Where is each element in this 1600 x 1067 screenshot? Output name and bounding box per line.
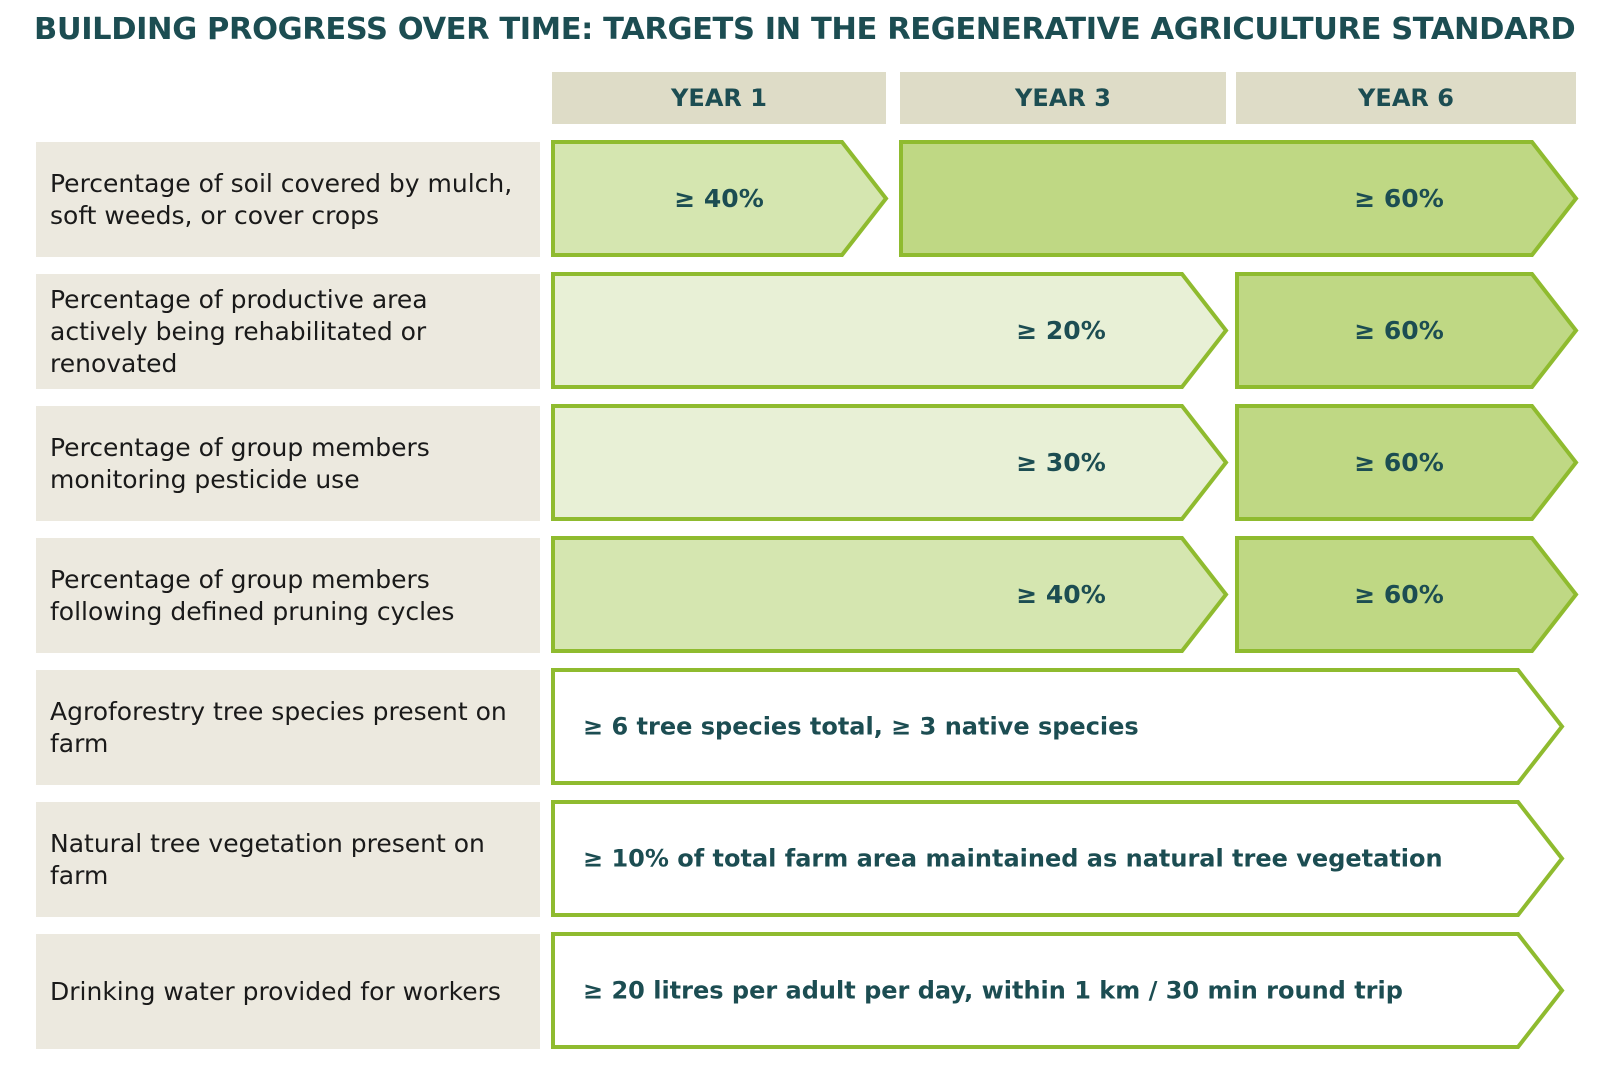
row-label-text: Percentage of group members monitoring p… <box>50 432 430 494</box>
target-arrow <box>551 404 1229 521</box>
target-arrow <box>1235 404 1579 521</box>
row-label-agroforestry: Agroforestry tree species present on far… <box>36 670 540 785</box>
target-arrow <box>551 932 1565 1049</box>
target-arrow <box>551 536 1229 653</box>
target-value: ≥ 40% <box>674 184 764 213</box>
target-value: ≥ 40% <box>1016 580 1106 609</box>
row-label-soil-cover: Percentage of soil covered by mulch, sof… <box>36 142 540 257</box>
target-arrow <box>551 272 1229 389</box>
target-value: ≥ 6 tree species total, ≥ 3 native speci… <box>583 713 1139 741</box>
target-arrow <box>551 668 1565 785</box>
row-label-productive-area: Percentage of productive area actively b… <box>36 274 540 389</box>
target-value: ≥ 30% <box>1016 448 1106 477</box>
row-label-drinking-water: Drinking water provided for workers <box>36 934 540 1049</box>
target-value: ≥ 60% <box>1354 184 1444 213</box>
target-value: ≥ 10% of total farm area maintained as n… <box>583 845 1443 873</box>
row-label-text: Percentage of group members following de… <box>50 564 455 626</box>
year-header-1: YEAR 1 <box>552 72 886 124</box>
row-label-text: Percentage of soil covered by mulch, sof… <box>50 168 513 230</box>
target-value: ≥ 60% <box>1354 448 1444 477</box>
target-value: ≥ 60% <box>1354 316 1444 345</box>
row-label-natural-vegetation: Natural tree vegetation present on farm <box>36 802 540 917</box>
row-label-text: Drinking water provided for workers <box>50 976 501 1006</box>
row-label-pesticide-monitoring: Percentage of group members monitoring p… <box>36 406 540 521</box>
target-arrow <box>1235 272 1579 389</box>
target-arrow <box>551 140 889 257</box>
row-label-text: Natural tree vegetation present on farm <box>50 828 485 890</box>
row-label-text: Agroforestry tree species present on far… <box>50 696 507 758</box>
target-arrow <box>551 800 1565 917</box>
target-value: ≥ 20 litres per adult per day, within 1 … <box>583 977 1403 1005</box>
row-label-pruning-cycles: Percentage of group members following de… <box>36 538 540 653</box>
year-header-6: YEAR 6 <box>1236 72 1576 124</box>
target-value: ≥ 60% <box>1354 580 1444 609</box>
target-arrow <box>1235 536 1579 653</box>
target-arrow <box>899 140 1579 257</box>
target-value: ≥ 20% <box>1016 316 1106 345</box>
year-header-3: YEAR 3 <box>900 72 1226 124</box>
page-title: BUILDING PROGRESS OVER TIME: TARGETS IN … <box>34 12 1576 47</box>
row-label-text: Percentage of productive area actively b… <box>50 284 428 378</box>
